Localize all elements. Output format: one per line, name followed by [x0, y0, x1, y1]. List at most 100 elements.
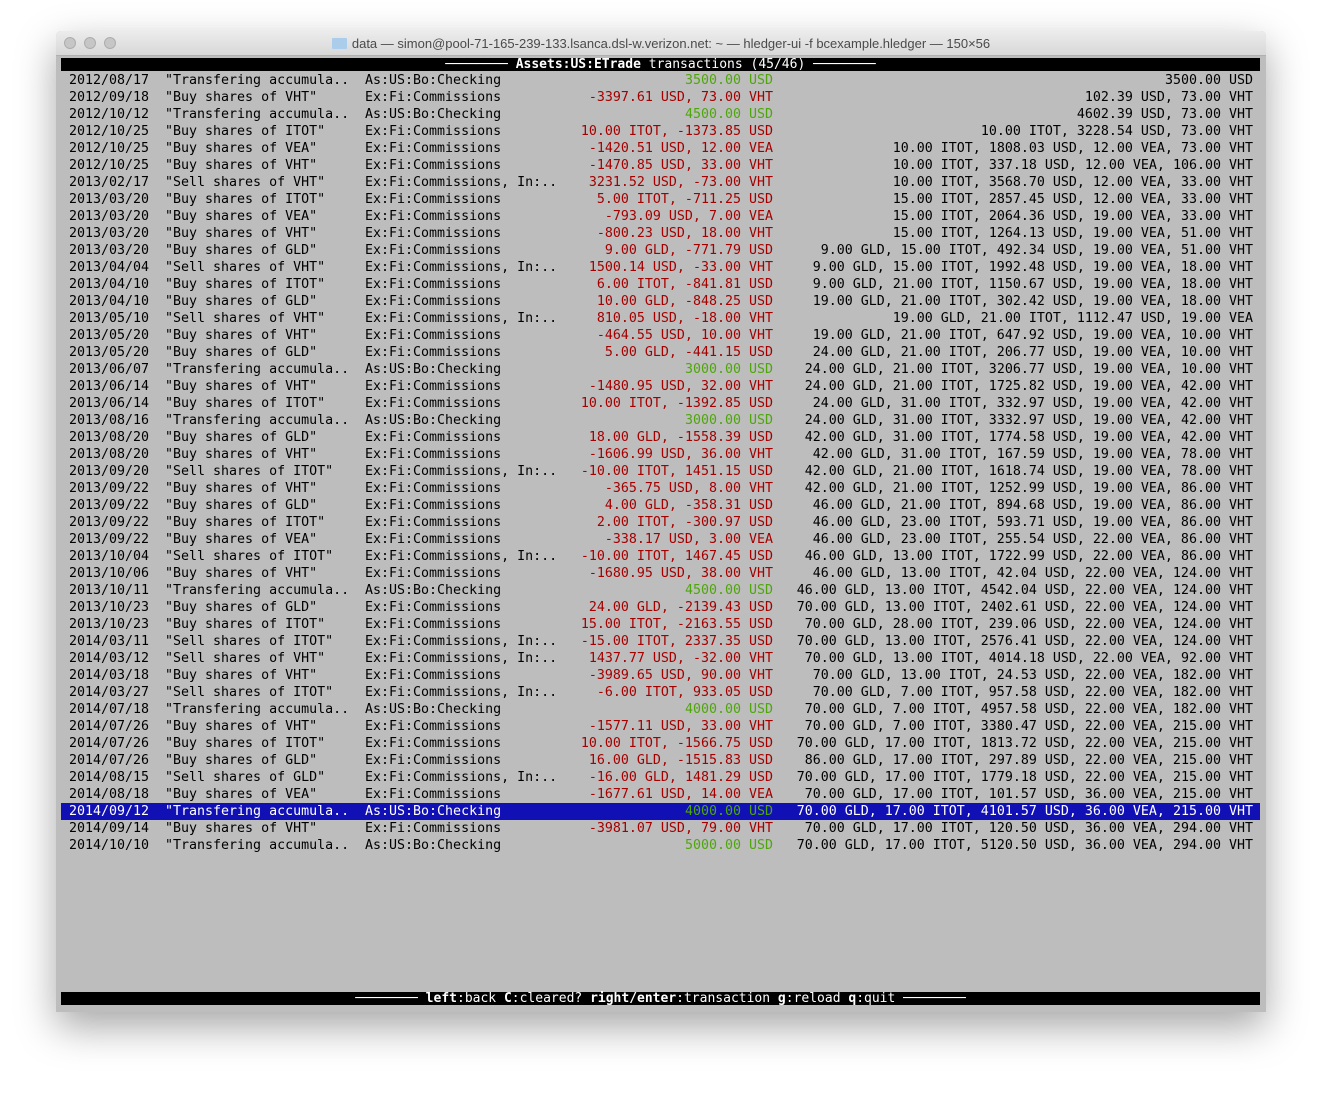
transaction-row[interactable]: 2013/05/20 "Buy shares of VHT" Ex:Fi:Commi…	[61, 327, 1260, 344]
balance: 42.00 GLD, 21.00 ITOT, 1618.74 USD, 19.0…	[804, 464, 1253, 479]
transaction-row[interactable]: 2013/06/07 "Transfering accumula.. As:US:B…	[61, 361, 1260, 378]
date: 2014/07/26	[69, 719, 150, 734]
transaction-row[interactable]: 2013/06/14 "Buy shares of VHT" Ex:Fi:Commi…	[61, 378, 1260, 395]
transaction-row[interactable]: 2013/03/20 "Buy shares of VEA" Ex:Fi:Commi…	[61, 208, 1260, 225]
change-amount: 10.00 ITOT, -1392.85 USD	[580, 396, 773, 411]
transaction-row[interactable]: 2013/05/10 "Sell shares of VHT" Ex:Fi:Comm…	[61, 310, 1260, 327]
description: "Buy shares of VHT"	[165, 481, 318, 496]
description: "Sell shares of ITOT"	[165, 685, 334, 700]
transaction-row[interactable]: 2012/10/25 "Buy shares of VEA" Ex:Fi:Commi…	[61, 140, 1260, 157]
date: 2013/04/10	[69, 277, 150, 292]
date: 2013/09/22	[69, 498, 150, 513]
description: "Buy shares of GLD"	[165, 600, 318, 615]
change-amount: -1677.61 USD, 14.00 VEA	[588, 787, 773, 802]
shortcut-action: quit	[864, 991, 896, 1006]
transaction-row[interactable]: 2013/10/04 "Sell shares of ITOT" Ex:Fi:Com…	[61, 548, 1260, 565]
date: 2014/10/10	[69, 838, 150, 853]
date: 2013/10/04	[69, 549, 150, 564]
description: "Transfering accumula..	[165, 702, 350, 717]
transaction-row[interactable]: 2013/09/22 "Buy shares of VEA" Ex:Fi:Commi…	[61, 531, 1260, 548]
transaction-row[interactable]: 2014/08/18 "Buy shares of VEA" Ex:Fi:Commi…	[61, 786, 1260, 803]
transaction-row[interactable]: 2012/08/17 "Transfering accumula.. As:US:B…	[61, 72, 1260, 89]
change-amount: 810.05 USD, -18.00 VHT	[596, 311, 773, 326]
description: "Buy shares of VEA"	[165, 141, 318, 156]
transaction-row[interactable]: 2014/07/26 "Buy shares of GLD" Ex:Fi:Commi…	[61, 752, 1260, 769]
transaction-row[interactable]: 2014/07/26 "Buy shares of ITOT" Ex:Fi:Comm…	[61, 735, 1260, 752]
transaction-list[interactable]: 2012/08/17 "Transfering accumula.. As:US:B…	[61, 72, 1260, 854]
transaction-row[interactable]: 2013/06/14 "Buy shares of ITOT" Ex:Fi:Comm…	[61, 395, 1260, 412]
description: "Buy shares of ITOT"	[165, 515, 326, 530]
transaction-row[interactable]: 2013/03/20 "Buy shares of VHT" Ex:Fi:Commi…	[61, 225, 1260, 242]
balance: 86.00 GLD, 17.00 ITOT, 297.89 USD, 22.00…	[804, 753, 1253, 768]
transaction-row[interactable]: 2013/08/20 "Buy shares of GLD" Ex:Fi:Commi…	[61, 429, 1260, 446]
transaction-row[interactable]: 2014/08/15 "Sell shares of GLD" Ex:Fi:Comm…	[61, 769, 1260, 786]
transaction-row[interactable]: 2013/04/10 "Buy shares of ITOT" Ex:Fi:Comm…	[61, 276, 1260, 293]
shortcut-action: cleared?	[519, 991, 583, 1006]
transaction-row[interactable]: 2013/10/23 "Buy shares of GLD" Ex:Fi:Commi…	[61, 599, 1260, 616]
zoom-button[interactable]	[104, 37, 116, 49]
transaction-row[interactable]: 2014/09/14 "Buy shares of VHT" Ex:Fi:Commi…	[61, 820, 1260, 837]
other-accounts: Ex:Fi:Commissions, In:..	[365, 770, 558, 785]
transaction-row[interactable]: 2014/03/18 "Buy shares of VHT" Ex:Fi:Commi…	[61, 667, 1260, 684]
date: 2013/09/20	[69, 464, 150, 479]
balance: 9.00 GLD, 21.00 ITOT, 1150.67 USD, 19.00…	[812, 277, 1253, 292]
date: 2012/10/25	[69, 124, 150, 139]
other-accounts: Ex:Fi:Commissions	[365, 243, 502, 258]
transaction-row[interactable]: 2013/03/20 "Buy shares of GLD" Ex:Fi:Commi…	[61, 242, 1260, 259]
description: "Buy shares of VHT"	[165, 719, 318, 734]
change-amount: -1420.51 USD, 12.00 VEA	[588, 141, 773, 156]
transaction-row[interactable]: 2012/10/12 "Transfering accumula.. As:US:B…	[61, 106, 1260, 123]
transaction-row[interactable]: 2013/08/16 "Transfering accumula.. As:US:B…	[61, 412, 1260, 429]
transaction-row[interactable]: 2014/03/27 "Sell shares of ITOT" Ex:Fi:Com…	[61, 684, 1260, 701]
transaction-row[interactable]: 2013/10/06 "Buy shares of VHT" Ex:Fi:Commi…	[61, 565, 1260, 582]
title-bar: data — simon@pool-71-165-239-133.lsanca.…	[56, 31, 1266, 56]
description: "Sell shares of VHT"	[165, 311, 326, 326]
transaction-row[interactable]: 2012/10/25 "Buy shares of VHT" Ex:Fi:Commi…	[61, 157, 1260, 174]
description: "Transfering accumula..	[165, 413, 350, 428]
other-accounts: Ex:Fi:Commissions	[365, 566, 502, 581]
transaction-row[interactable]: 2013/05/20 "Buy shares of GLD" Ex:Fi:Commi…	[61, 344, 1260, 361]
other-accounts: Ex:Fi:Commissions, In:..	[365, 260, 558, 275]
change-amount: 4000.00 USD	[684, 804, 773, 819]
change-amount: 6.00 ITOT, -841.81 USD	[596, 277, 773, 292]
terminal-content[interactable]: ──────── Assets:US:ETrade transactions (…	[61, 56, 1260, 1012]
change-amount: 4500.00 USD	[684, 583, 773, 598]
transaction-row[interactable]: 2013/02/17 "Sell shares of VHT" Ex:Fi:Comm…	[61, 174, 1260, 191]
transaction-row[interactable]: 2014/03/12 "Sell shares of VHT" Ex:Fi:Comm…	[61, 650, 1260, 667]
transaction-row[interactable]: 2014/09/12 "Transfering accumula.. As:US:B…	[61, 803, 1260, 820]
transaction-row[interactable]: 2014/07/26 "Buy shares of VHT" Ex:Fi:Commi…	[61, 718, 1260, 735]
description: "Buy shares of VHT"	[165, 226, 318, 241]
transaction-row[interactable]: 2013/09/22 "Buy shares of VHT" Ex:Fi:Commi…	[61, 480, 1260, 497]
transaction-row[interactable]: 2013/10/11 "Transfering accumula.. As:US:B…	[61, 582, 1260, 599]
other-accounts: Ex:Fi:Commissions	[365, 617, 502, 632]
transaction-row[interactable]: 2013/04/04 "Sell shares of VHT" Ex:Fi:Comm…	[61, 259, 1260, 276]
balance: 70.00 GLD, 17.00 ITOT, 1779.18 USD, 22.0…	[796, 770, 1253, 785]
minimize-button[interactable]	[84, 37, 96, 49]
transaction-row[interactable]: 2013/08/20 "Buy shares of VHT" Ex:Fi:Commi…	[61, 446, 1260, 463]
transaction-row[interactable]: 2013/10/23 "Buy shares of ITOT" Ex:Fi:Comm…	[61, 616, 1260, 633]
other-accounts: Ex:Fi:Commissions	[365, 753, 502, 768]
description: "Buy shares of ITOT"	[165, 617, 326, 632]
transaction-row[interactable]: 2014/07/18 "Transfering accumula.. As:US:B…	[61, 701, 1260, 718]
description: "Buy shares of VEA"	[165, 209, 318, 224]
transaction-row[interactable]: 2013/09/20 "Sell shares of ITOT" Ex:Fi:Com…	[61, 463, 1260, 480]
transaction-row[interactable]: 2012/09/18 "Buy shares of VHT" Ex:Fi:Commi…	[61, 89, 1260, 106]
transaction-row[interactable]: 2013/03/20 "Buy shares of ITOT" Ex:Fi:Comm…	[61, 191, 1260, 208]
balance: 102.39 USD, 73.00 VHT	[1084, 90, 1253, 105]
date: 2013/10/23	[69, 600, 150, 615]
transaction-row[interactable]: 2014/10/10 "Transfering accumula.. As:US:B…	[61, 837, 1260, 854]
transaction-row[interactable]: 2013/04/10 "Buy shares of GLD" Ex:Fi:Commi…	[61, 293, 1260, 310]
date: 2013/10/11	[69, 583, 150, 598]
close-button[interactable]	[64, 37, 76, 49]
transaction-row[interactable]: 2013/09/22 "Buy shares of ITOT" Ex:Fi:Comm…	[61, 514, 1260, 531]
date: 2014/07/26	[69, 736, 150, 751]
change-amount: 10.00 ITOT, -1373.85 USD	[580, 124, 773, 139]
balance: 24.00 GLD, 31.00 ITOT, 332.97 USD, 19.00…	[812, 396, 1253, 411]
other-accounts: Ex:Fi:Commissions	[365, 498, 502, 513]
transaction-row[interactable]: 2012/10/25 "Buy shares of ITOT" Ex:Fi:Comm…	[61, 123, 1260, 140]
change-amount: 24.00 GLD, -2139.43 USD	[588, 600, 773, 615]
transaction-row[interactable]: 2013/09/22 "Buy shares of GLD" Ex:Fi:Commi…	[61, 497, 1260, 514]
date: 2014/03/18	[69, 668, 150, 683]
transaction-row[interactable]: 2014/03/11 "Sell shares of ITOT" Ex:Fi:Com…	[61, 633, 1260, 650]
date: 2013/03/20	[69, 243, 150, 258]
